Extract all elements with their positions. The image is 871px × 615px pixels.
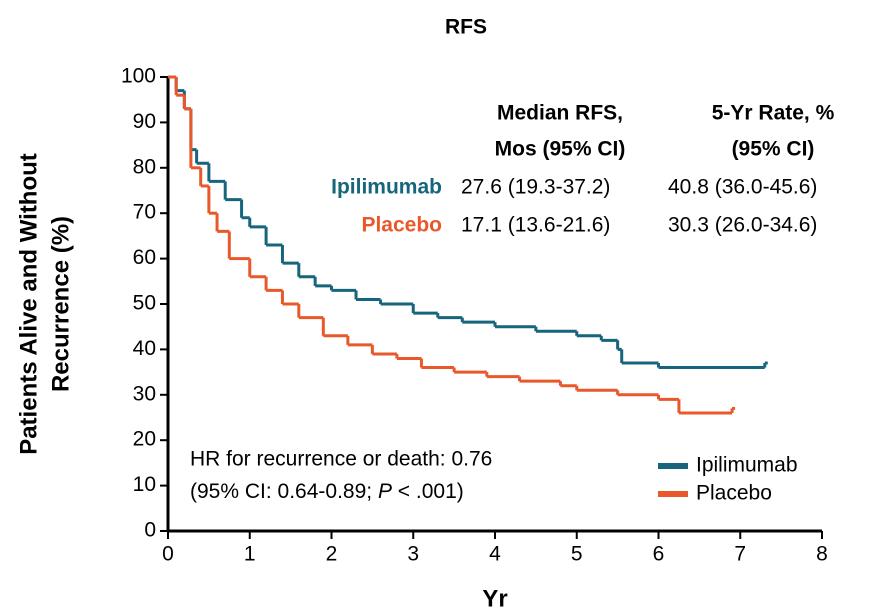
- x-axis-label: Yr: [482, 585, 507, 612]
- table-cell: 27.6 (19.3-37.2): [461, 176, 610, 199]
- x-tick-label: 5: [571, 543, 583, 566]
- annotation-part: P: [378, 480, 392, 503]
- table-header: Mos (95% CI): [495, 138, 626, 161]
- x-tick-label: 3: [407, 543, 419, 566]
- y-tick-label: 80: [133, 155, 156, 178]
- x-tick-label: 4: [489, 543, 501, 566]
- table-cell: 40.8 (36.0-45.6): [668, 176, 817, 199]
- y-tick-label: 70: [133, 201, 156, 224]
- y-tick-label: 50: [133, 292, 156, 315]
- stats-table: Median RFS, Mos (95% CI) 5-Yr Rate, % (9…: [331, 102, 834, 237]
- table-header: (95% CI): [732, 138, 815, 161]
- chart-title: RFS: [445, 16, 487, 39]
- x-tick-label: 7: [734, 543, 746, 566]
- x-tick-label: 0: [162, 543, 174, 566]
- y-tick-label: 60: [133, 246, 156, 269]
- x-tick-label: 2: [326, 543, 338, 566]
- x-tick-label: 6: [653, 543, 665, 566]
- table-row-label: Ipilimumab: [331, 176, 442, 199]
- annotation-part: (95% CI: 0.64-0.89;: [190, 480, 378, 503]
- table-header: 5-Yr Rate, %: [712, 102, 835, 125]
- x-tick-label: 1: [244, 543, 256, 566]
- table-header: Median RFS,: [497, 102, 623, 125]
- legend-label: Ipilimumab: [696, 454, 798, 477]
- legend-label: Placebo: [696, 482, 772, 505]
- x-tick-label: 8: [816, 543, 828, 566]
- y-axis-label: Patients Alive and Without Recurrence (%…: [15, 153, 74, 455]
- annotation: HR for recurrence or death: 0.76: [190, 448, 492, 471]
- annotation: (95% CI: 0.64-0.89; P < .001): [190, 480, 464, 503]
- table-cell: 17.1 (13.6-21.6): [461, 214, 610, 237]
- table-cell: 30.3 (26.0-34.6): [668, 214, 817, 237]
- annotation-part: < .001): [392, 480, 464, 503]
- y-tick-label: 30: [133, 382, 156, 405]
- y-axis-label-line: Patients Alive and Without: [15, 153, 42, 455]
- y-tick-label: 90: [133, 110, 156, 133]
- y-axis-label-line: Recurrence (%): [47, 216, 74, 392]
- y-tick-label: 100: [121, 65, 156, 88]
- table-row-label: Placebo: [361, 214, 442, 237]
- y-tick-label: 0: [144, 519, 156, 542]
- y-tick-label: 20: [133, 428, 156, 451]
- y-tick-label: 40: [133, 337, 156, 360]
- y-tick-label: 10: [133, 473, 156, 496]
